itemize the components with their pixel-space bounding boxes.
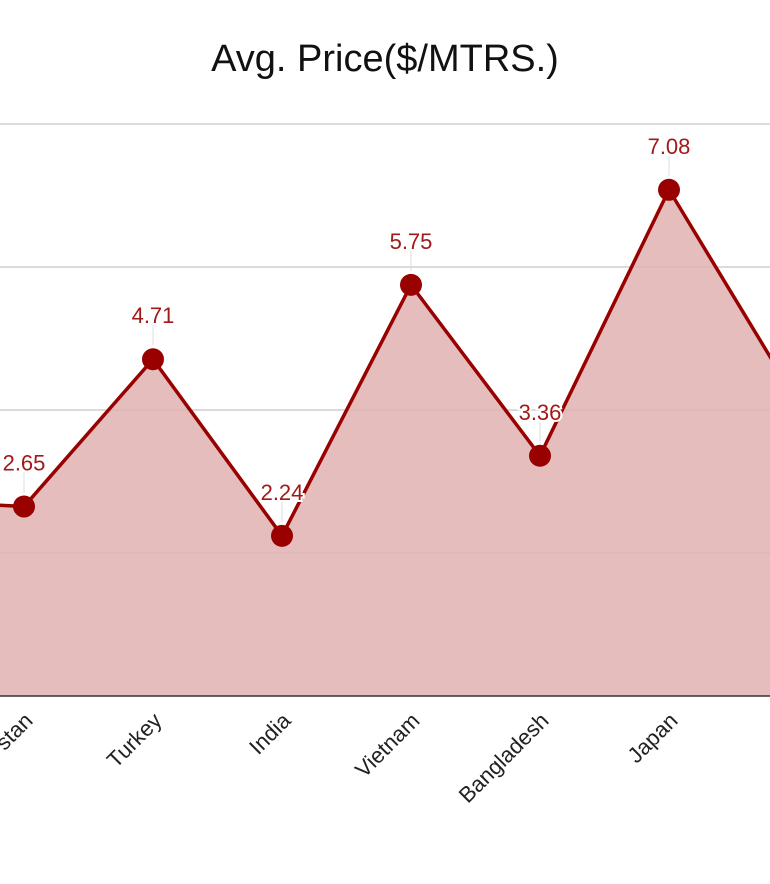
data-labels: 2.65 4.71 2.24 5.75 3.36 7.08 <box>1 132 692 522</box>
data-point <box>13 495 35 518</box>
series-line <box>0 186 770 540</box>
data-label: 5.75 <box>390 229 433 254</box>
data-label: 4.71 <box>132 303 175 328</box>
data-label: 2.24 <box>261 480 304 505</box>
x-tick-labels: stanTurkeyIndiaVietnamBangladeshJapanF <box>0 707 683 808</box>
data-point <box>271 524 293 547</box>
data-point <box>142 348 164 371</box>
chart-title: Avg. Price($/MTRS.) <box>211 38 559 80</box>
x-tick-label: Vietnam <box>350 708 424 782</box>
data-label: 2.65 <box>3 451 46 476</box>
area-fill <box>0 189 770 696</box>
x-tick-label: Bangladesh <box>454 708 554 808</box>
data-point <box>529 444 551 467</box>
data-point <box>658 178 680 201</box>
data-label: 3.36 <box>519 400 562 425</box>
x-tick-label: India <box>244 707 296 759</box>
x-tick-label: Japan <box>622 708 682 768</box>
data-points <box>13 178 680 547</box>
x-tick-label: Turkey <box>102 708 167 773</box>
data-label: 7.08 <box>648 134 691 159</box>
data-point <box>400 273 422 296</box>
x-tick-label: stan <box>0 708 38 755</box>
